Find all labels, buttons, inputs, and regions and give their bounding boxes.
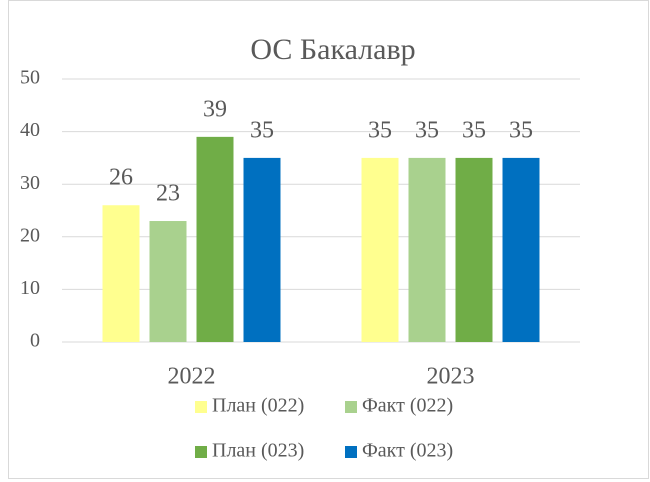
bar — [243, 157, 281, 342]
legend-swatch — [345, 446, 357, 458]
y-tick-label: 0 — [30, 330, 40, 352]
bar — [502, 157, 540, 342]
bar — [361, 157, 399, 342]
y-tick-label: 50 — [20, 67, 40, 89]
x-tick-label: 2023 — [427, 364, 475, 390]
y-tick-label: 20 — [20, 224, 40, 246]
data-label: 35 — [462, 117, 486, 143]
x-tick-label: 2022 — [168, 364, 216, 390]
y-tick-label: 30 — [20, 172, 40, 194]
legend-label: Факт (022) — [362, 395, 453, 417]
y-tick-label: 40 — [20, 119, 40, 141]
y-tick-label: 10 — [20, 277, 40, 299]
data-label: 35 — [509, 117, 533, 143]
legend-swatch — [195, 401, 207, 413]
chart-title: ОС Бакалавр — [250, 33, 415, 66]
legend-swatch — [345, 401, 357, 413]
legend-label: Факт (023) — [362, 440, 453, 462]
data-label: 35 — [250, 117, 274, 143]
bar — [102, 205, 140, 342]
bar — [196, 136, 234, 342]
bar — [149, 221, 187, 342]
legend-label: План (022) — [212, 395, 304, 417]
bar — [455, 157, 493, 342]
bar — [408, 157, 446, 342]
data-label: 23 — [156, 181, 180, 207]
data-label: 26 — [109, 165, 133, 191]
data-label: 35 — [368, 117, 392, 143]
data-label: 35 — [415, 117, 439, 143]
legend-label: План (023) — [212, 440, 304, 462]
data-label: 39 — [203, 96, 227, 122]
legend-swatch — [195, 446, 207, 458]
